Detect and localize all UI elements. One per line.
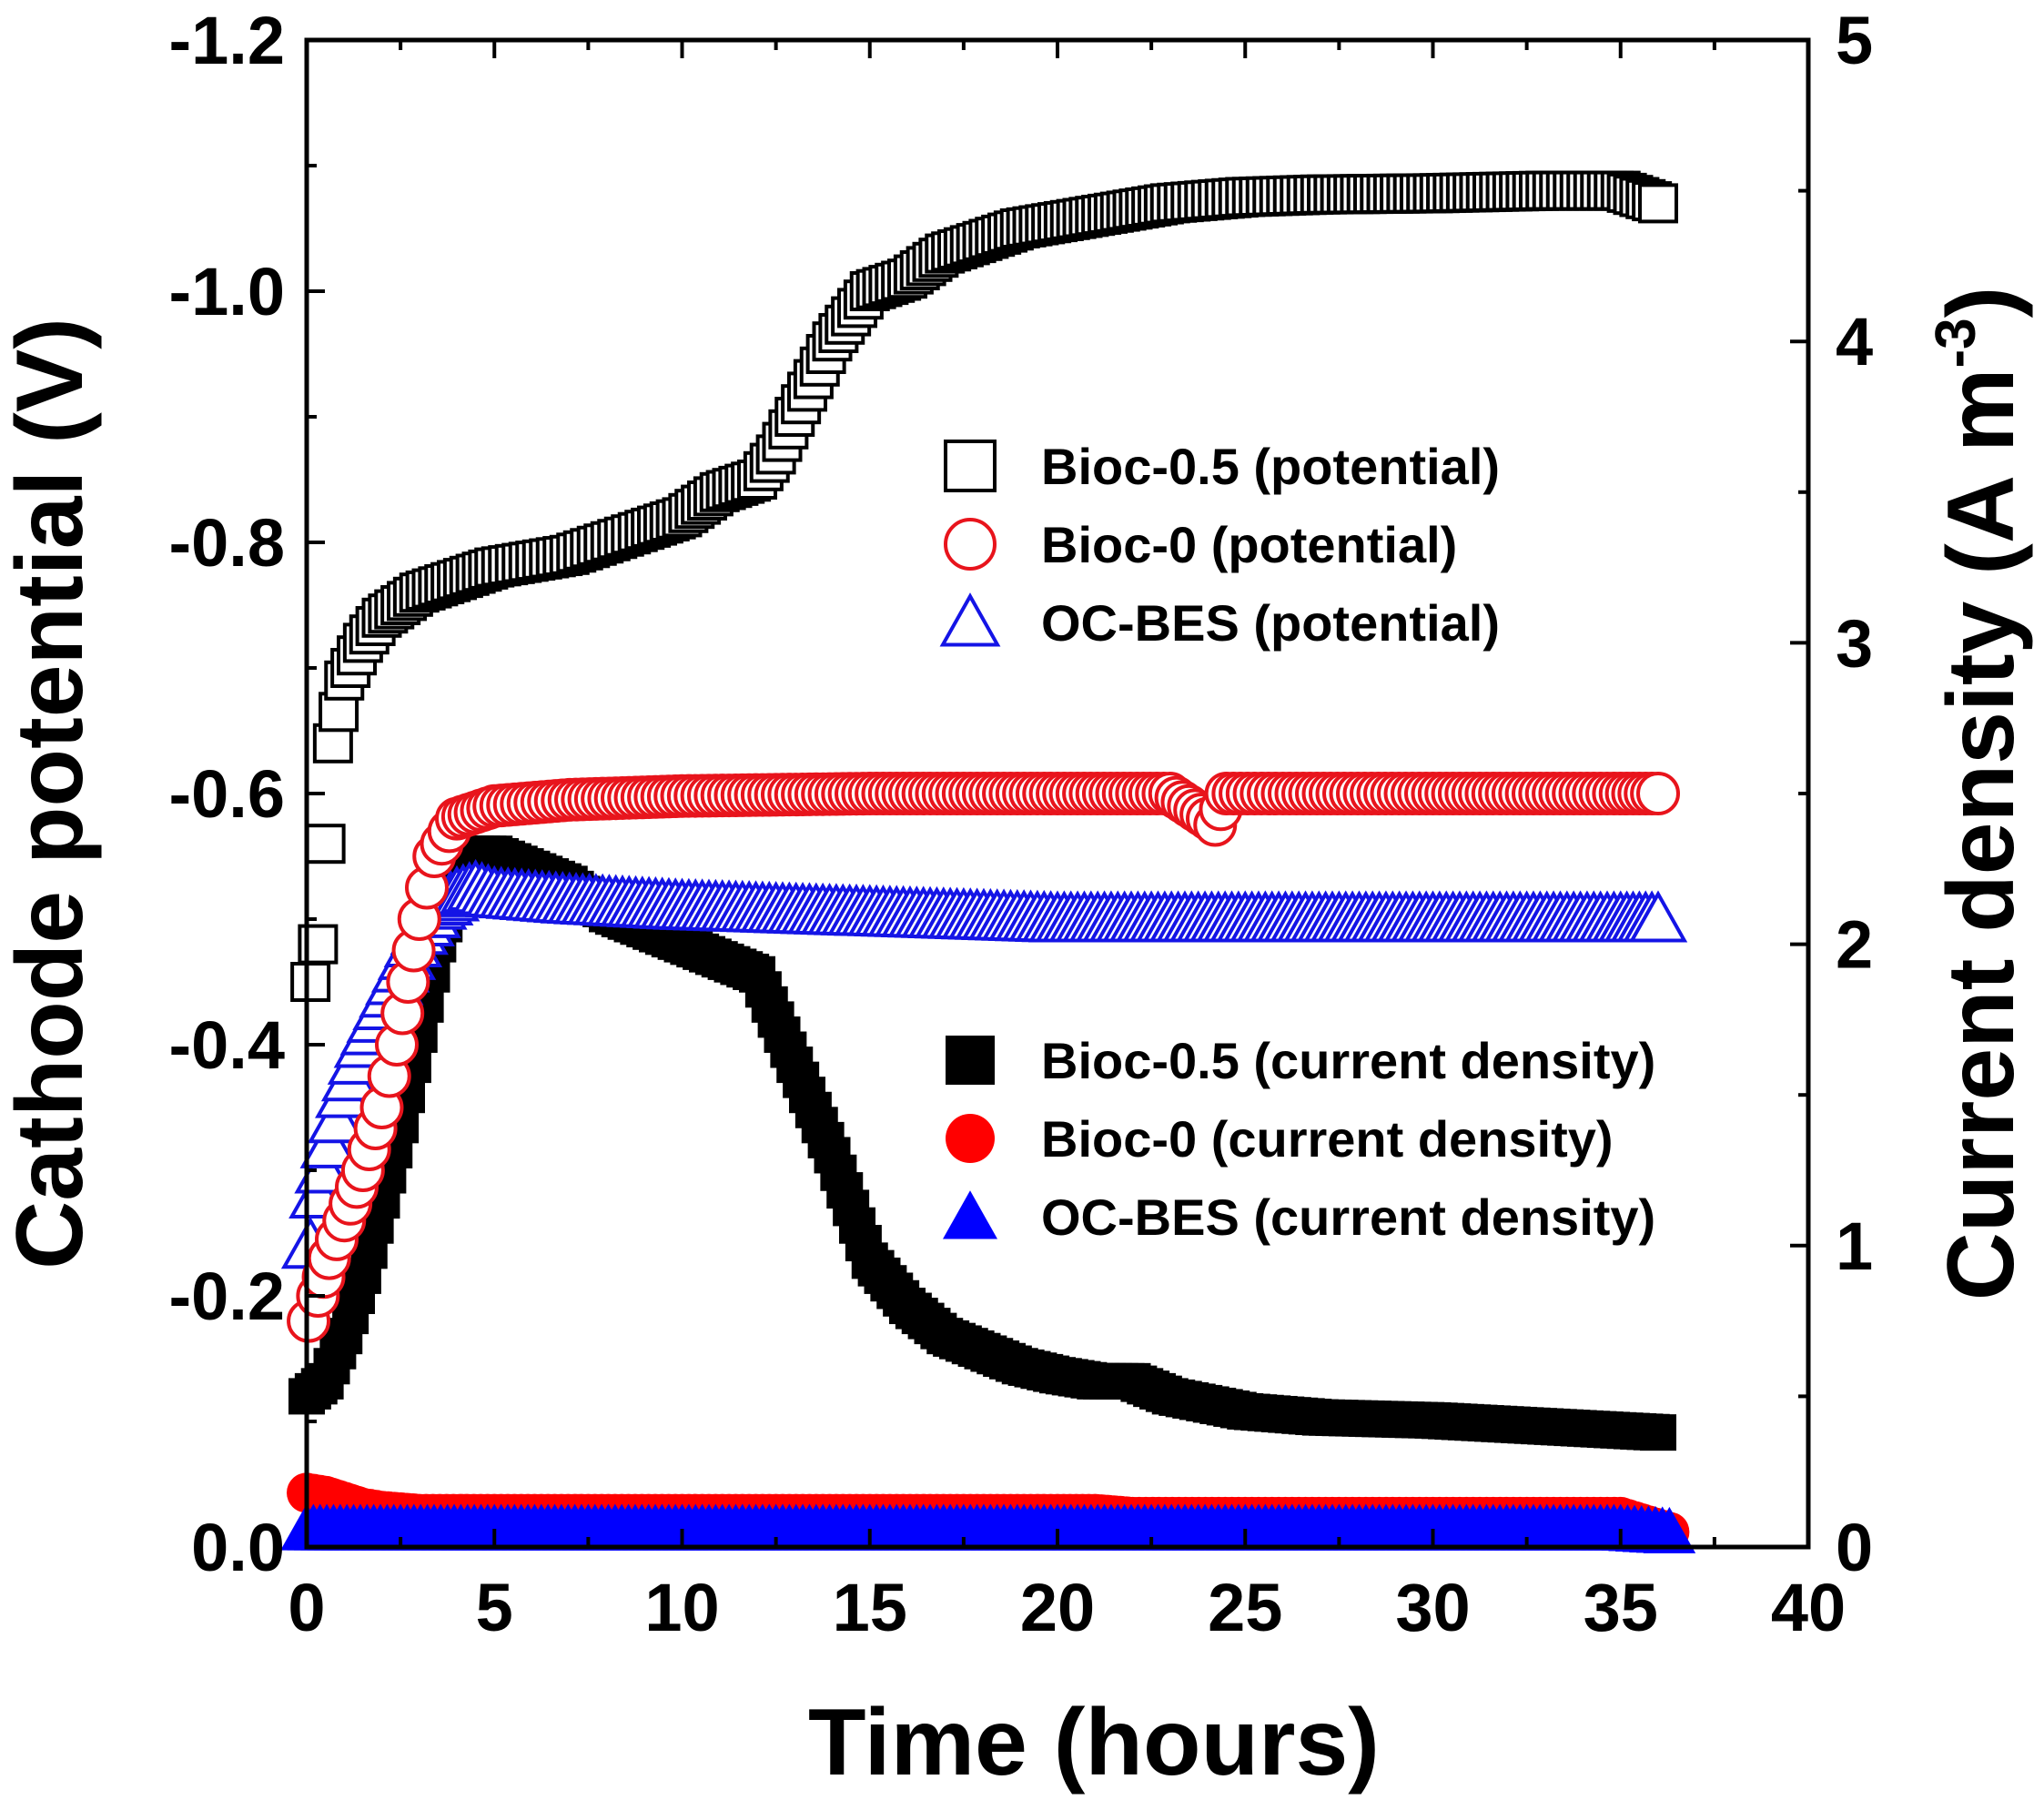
series-bioc-0-5-potential <box>290 170 1678 1002</box>
series-oc-bes-potential <box>280 858 1688 1269</box>
x-tick-label: 5 <box>476 1570 513 1645</box>
data-point <box>1640 1414 1676 1451</box>
y-right-tick-label: 4 <box>1836 304 1873 379</box>
x-tick-label: 15 <box>833 1570 907 1645</box>
x-tick-label: 30 <box>1395 1570 1470 1645</box>
y-left-tick-label: -1.0 <box>168 254 285 329</box>
legend-potential-label: OC-BES (potential) <box>1041 594 1500 652</box>
x-tick-label: 35 <box>1584 1570 1658 1645</box>
legend-current-marker <box>946 1114 995 1163</box>
data-point <box>1636 772 1680 815</box>
left-axis-title: Cathode potential (V) <box>0 318 103 1269</box>
series-bioc-0-potential <box>287 772 1680 1343</box>
data-point <box>307 1091 367 1144</box>
legend-current-entry: OC-BES (current density) <box>943 1188 1655 1246</box>
legend-potential-marker <box>939 592 1001 647</box>
legend-potential-marker <box>944 518 997 571</box>
legend-current-label: Bioc-0 (current density) <box>1041 1110 1614 1168</box>
y-right-tick-label: 3 <box>1836 605 1873 681</box>
ticks-layer: 0 5 10 15 20 25 30 35 400.0-0.2-0.4-0.6-0.8-1.0-… <box>168 3 1873 1645</box>
right-axis-title: Current density (A m-3) <box>1925 287 2034 1301</box>
y-left-tick-label: -0.2 <box>168 1259 285 1334</box>
right-axis-title-close: ) <box>1928 287 2034 319</box>
legend-current: Bioc-0.5 (current density) Bioc-0 (curren… <box>943 1032 1655 1246</box>
legend-potential-entry: OC-BES (potential) <box>939 592 1500 652</box>
legend-current-marker <box>946 1036 995 1085</box>
data-point <box>1628 890 1688 943</box>
data-point <box>1643 1506 1696 1553</box>
y-right-tick-label: 2 <box>1836 907 1873 983</box>
y-left-tick-label: -0.6 <box>168 756 285 832</box>
x-tick-label: 25 <box>1208 1570 1282 1645</box>
y-left-tick-label: -0.8 <box>168 505 285 581</box>
y-left-tick-label: -1.2 <box>168 3 285 78</box>
data-point <box>305 824 346 865</box>
right-axis-title-sup: -3 <box>1925 318 1988 368</box>
y-left-tick-label: -0.4 <box>168 1007 285 1083</box>
x-tick-label: 0 <box>288 1570 325 1645</box>
x-tick-label: 40 <box>1771 1570 1846 1645</box>
right-axis-title-base: Current density (A m <box>1928 369 2034 1301</box>
y-right-tick-label: 5 <box>1836 3 1873 78</box>
legend-potential-label: Bioc-0.5 (potential) <box>1041 438 1500 495</box>
legend-potential-marker <box>944 440 997 492</box>
data-point <box>1638 183 1678 224</box>
data-point <box>290 962 331 1002</box>
y-right-tick-label: 1 <box>1836 1208 1873 1284</box>
legend-current-label: OC-BES (current density) <box>1041 1188 1655 1246</box>
legend-current-entry: Bioc-0 (current density) <box>946 1110 1614 1168</box>
legend-current-label: Bioc-0.5 (current density) <box>1041 1032 1655 1089</box>
legend-potential: Bioc-0.5 (potential) Bioc-0 (potential) OC… <box>939 438 1500 652</box>
legend-potential-entry: Bioc-0.5 (potential) <box>944 438 1500 495</box>
x-axis-title: Time (hours) <box>808 1690 1380 1795</box>
x-tick-label: 10 <box>644 1570 719 1645</box>
legend-potential-entry: Bioc-0 (potential) <box>944 516 1457 573</box>
legend-potential-label: Bioc-0 (potential) <box>1041 516 1457 573</box>
x-tick-label: 20 <box>1020 1570 1095 1645</box>
series-layer <box>280 170 1696 1553</box>
y-left-tick-label: 0.0 <box>191 1510 285 1585</box>
legend-current-marker <box>943 1190 997 1239</box>
legend-current-entry: Bioc-0.5 (current density) <box>946 1032 1655 1089</box>
data-point <box>299 1116 359 1168</box>
y-right-tick-label: 0 <box>1836 1510 1873 1585</box>
